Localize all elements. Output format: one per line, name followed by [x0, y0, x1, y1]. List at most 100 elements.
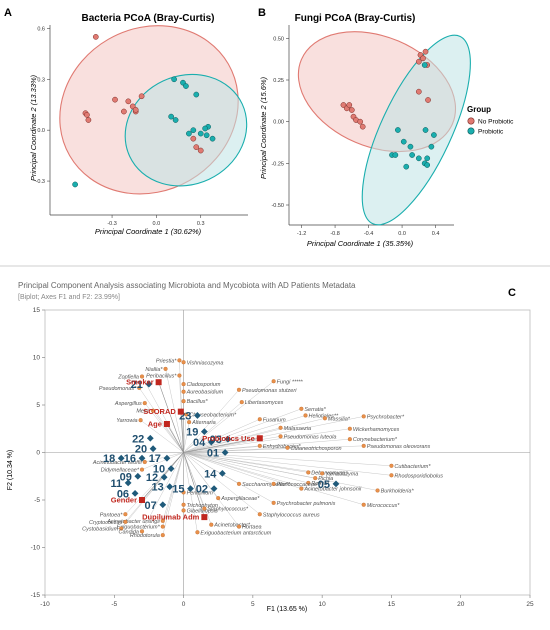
biplot-observation-label: 16 [124, 453, 136, 465]
fungi-point-probiotic [395, 127, 401, 133]
fungi-point-probiotic [431, 132, 437, 138]
legend-label-probiotic: Probiotic [478, 129, 504, 136]
biplot-x-tick-label: -10 [40, 601, 50, 608]
biplot-feature-point [389, 473, 394, 478]
biplot-feature-point [160, 533, 165, 538]
biplot-observation-label: 11 [111, 478, 123, 490]
bacteria-point-no-probiotic [193, 144, 200, 150]
biplot-feature-label: Acinetobacter johnsonii [303, 487, 362, 493]
biplot-feature-vector [183, 452, 392, 476]
biplot-xlabel: F1 (13.65 %) [267, 606, 307, 613]
biplot-feature-vector [183, 415, 306, 453]
fungi-point-no-probiotic [348, 107, 355, 113]
biplot-feature-vector [144, 452, 184, 463]
biplot-feature-point [177, 358, 182, 363]
biplot-feature-point [285, 445, 290, 450]
bacteria-point-no-probiotic [112, 96, 118, 103]
biplot-feature-vector [183, 452, 274, 504]
biplot-feature-vector [183, 452, 323, 474]
fungi-y-tick-label: -0.50 [271, 203, 284, 209]
fungi-y-tick-label: -0.25 [271, 161, 284, 167]
bacteria-point-probiotic [172, 117, 179, 123]
biplot-x-tick-label: 0 [182, 601, 186, 608]
biplot-feature-vector [183, 436, 281, 453]
biplot-title: Principal Component Analysis associating… [18, 281, 356, 290]
group-legend: Group No Probiotic Probiotic [467, 105, 514, 136]
biplot-variable-point [139, 497, 145, 503]
biplot-feature-point [306, 470, 311, 475]
bacteria-x-tick-label: -0.3 [107, 221, 116, 227]
bacteria-point-no-probiotic [92, 34, 99, 40]
biplot-feature-vector [183, 452, 378, 491]
biplot-feature-vector [162, 452, 184, 527]
bacteria-x-tick-label: 0.3 [197, 221, 205, 227]
fungi-point-no-probiotic [357, 118, 364, 125]
biplot-observation-point [218, 470, 226, 477]
fungi-point-no-probiotic [346, 102, 353, 108]
fungi-point-probiotic [400, 138, 407, 145]
biplot-feature-point [160, 524, 165, 529]
biplot-observation-point [210, 485, 218, 492]
biplot-y-tick-label: -10 [31, 545, 41, 552]
biplot-feature-vector [183, 408, 302, 453]
bacteria-point-probiotic [168, 113, 175, 120]
biplot-feature-point [236, 387, 242, 392]
biplot-observation-label: 12 [146, 472, 158, 484]
fungi-pcoa-plot: -1.2 -0.8 -0.4 0.0 0.4 -0.50 -0.25 0.00 0.25 0.50 [271, 25, 471, 237]
biplot-feature-point [271, 500, 276, 505]
biplot-y-tick-label: 5 [36, 402, 40, 409]
biplot-feature-label: Enhydrobacter* [263, 444, 302, 450]
fungi-y-tick-label: 0.50 [273, 36, 284, 42]
biplot-feature-point [209, 522, 214, 527]
bacteria-point-no-probiotic [85, 117, 92, 123]
biplot-feature-label: Rhodosporidiobolus [394, 473, 443, 479]
biplot-feature-label: Pseudomonas oleovorans [367, 444, 431, 450]
bacteria-point-probiotic [202, 125, 208, 132]
biplot-feature-label: Exiguobacterium antarcticum [200, 530, 271, 536]
bacteria-pcoa-plot: -0.3 0.0 0.3 -0.3 0.0 0.3 0.6 [36, 25, 248, 227]
biplot-feature-label: Massilia* [328, 416, 351, 422]
biplot-feature-label: Yarrowia [116, 418, 137, 424]
bacteria-point-probiotic [190, 127, 197, 134]
biplot-feature-label: Fungi ***** [277, 379, 304, 385]
biplot-observation-label: 02 [196, 484, 208, 496]
bacteria-y-tick-label: 0.0 [37, 128, 45, 134]
biplot-feature-label: Yamadazyma [325, 471, 358, 477]
panel-a-label: A [4, 7, 12, 19]
biplot-feature-label: Cladosporium [187, 382, 221, 388]
biplot-feature-vector [140, 420, 184, 453]
biplot-feature-label: Alternaria [191, 420, 216, 426]
biplot-feature-vector [141, 376, 184, 453]
biplot-feature-label: Priestia* [156, 358, 177, 364]
biplot-feature-point [160, 518, 165, 523]
fungi-pcoa-panel: Fungi PCoA (Bray-Curtis) -1.2 -0.8 -0.4 0.0… [259, 13, 471, 248]
biplot-feature-label: Psychrobacter pulmonis [277, 501, 336, 507]
fungi-pcoa-ylabel: Principal Coordinate 2 (15.6%) [259, 76, 268, 179]
legend-swatch-probiotic [467, 127, 475, 135]
biplot-observation-point [221, 449, 229, 456]
bacteria-point-no-probiotic [84, 112, 90, 118]
biplot-feature-label: Micrococcus* [367, 503, 401, 509]
biplot-feature-label: Asperglilaceae* [220, 496, 260, 502]
biplot-x-tick-label: 20 [457, 601, 465, 608]
biplot-feature-point [278, 434, 283, 439]
fungi-x-tick-label: -1.2 [297, 231, 306, 237]
bacteria-point-no-probiotic [197, 147, 204, 154]
bacteria-point-probiotic [186, 130, 192, 137]
biplot-feature-vector [183, 401, 242, 453]
biplot-variable-vector [183, 452, 205, 518]
biplot-feature-label: Staphylococcus* [207, 507, 249, 513]
fungi-y-tick-label: 0.25 [273, 78, 284, 84]
bacteria-point-no-probiotic [132, 106, 139, 113]
biplot-feature-label: Aspergillus [114, 401, 142, 407]
biplot-feature-label: Vishniacozyma [187, 360, 224, 366]
biplot-feature-vector [183, 389, 240, 453]
biplot-observation-point [332, 480, 340, 488]
biplot-feature-point [202, 506, 207, 511]
fungi-pcoa-xlabel: Principal Coordinate 1 (35.35%) [307, 239, 414, 248]
biplot-feature-point [187, 420, 192, 425]
biplot-y-tick-label: -15 [31, 592, 41, 599]
fungi-ellipse-probiotic [361, 34, 471, 226]
bacteria-point-no-probiotic [138, 93, 145, 100]
